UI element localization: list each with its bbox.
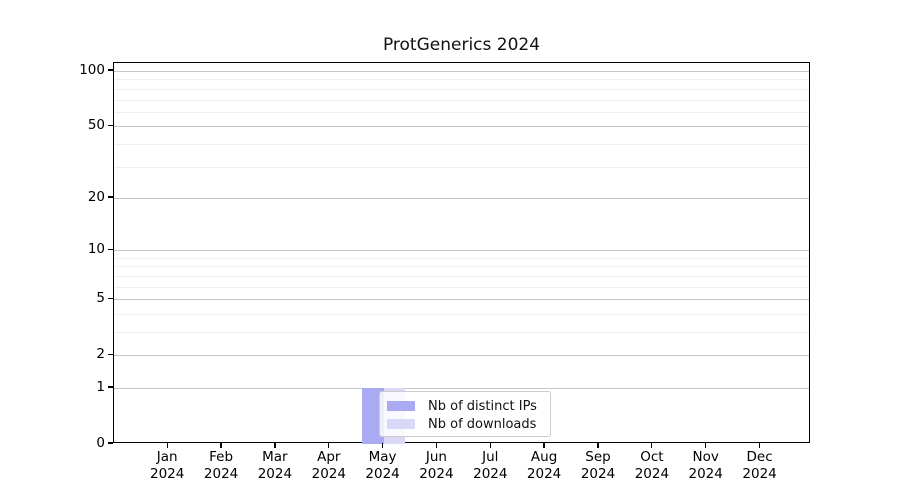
gridline-major (114, 388, 809, 389)
x-tick-year: 2024 (311, 465, 346, 482)
x-tick-month: Dec (746, 449, 773, 465)
legend-item: Nb of downloads (386, 415, 544, 433)
x-tick-month: Jun (425, 449, 447, 465)
legend-label: Nb of downloads (428, 416, 537, 432)
x-tick-month: Apr (317, 449, 341, 465)
x-tick-mark (166, 443, 168, 448)
y-tick-mark (108, 124, 113, 126)
legend: Nb of distinct IPs Nb of downloads (379, 391, 551, 437)
gridline-major (114, 250, 809, 252)
x-tick-month: May (368, 449, 397, 465)
bar-nb-of-distinct-ips (362, 388, 384, 444)
x-tick-year: 2024 (257, 465, 293, 482)
x-tick-label: Aug 2024 (512, 449, 576, 482)
gridline-major (114, 197, 809, 199)
gridline-major (114, 299, 809, 301)
y-tick-label: 10 (87, 241, 105, 258)
y-tick-label: 100 (79, 62, 105, 78)
x-tick-year: 2024 (419, 465, 454, 482)
x-tick-label: May 2024 (351, 449, 415, 482)
gridline-major (114, 71, 809, 72)
x-tick-month: Jan (156, 449, 178, 465)
gridline-minor (114, 88, 809, 90)
x-tick-year: 2024 (742, 465, 777, 482)
x-tick-label: Mar 2024 (243, 449, 307, 482)
x-tick-label: Sep 2024 (566, 449, 630, 482)
x-tick-year: 2024 (688, 465, 723, 482)
y-tick-mark (108, 386, 113, 388)
y-tick-label: 5 (96, 290, 105, 307)
x-tick-month: Feb (209, 449, 234, 465)
x-tick-year: 2024 (365, 465, 400, 482)
x-tick-year: 2024 (634, 465, 670, 482)
gridline-minor (114, 286, 809, 288)
x-tick-label: Jul 2024 (458, 449, 522, 482)
legend-swatch (387, 401, 415, 411)
gridline-minor (114, 313, 809, 315)
x-tick-mark (220, 443, 222, 448)
x-tick-mark (435, 443, 438, 448)
x-tick-label: Apr 2024 (297, 449, 361, 482)
y-tick-label: 0 (96, 435, 105, 451)
x-tick-month: Oct (640, 449, 664, 465)
x-tick-mark (597, 443, 599, 448)
y-tick-mark (108, 297, 113, 299)
gridline-minor (114, 166, 809, 168)
x-tick-mark (758, 443, 761, 448)
x-tick-mark (543, 443, 545, 448)
gridline-minor (114, 99, 809, 101)
plot-area (113, 62, 810, 444)
gridline-minor (114, 143, 809, 145)
y-tick-mark (108, 442, 113, 444)
gridline-minor (114, 111, 809, 113)
gridline-minor (114, 257, 809, 259)
legend-item: Nb of distinct IPs (386, 397, 544, 415)
x-tick-year: 2024 (203, 465, 239, 482)
y-tick-mark (108, 69, 113, 71)
legend-swatch (387, 419, 415, 429)
x-tick-label: Feb 2024 (189, 449, 253, 482)
x-tick-mark (381, 443, 384, 448)
x-tick-year: 2024 (580, 465, 616, 482)
x-tick-month: Jul (482, 449, 499, 465)
gridline-minor (114, 266, 809, 268)
x-tick-month: Sep (585, 449, 611, 465)
gridline-major (114, 355, 809, 357)
x-tick-mark (705, 443, 707, 448)
y-tick-label: 20 (87, 188, 105, 205)
x-tick-label: Nov 2024 (674, 449, 738, 482)
x-tick-label: Jun 2024 (404, 449, 468, 482)
x-tick-year: 2024 (473, 465, 508, 482)
x-tick-mark (328, 443, 330, 448)
chart-title: ProtGenerics 2024 (382, 35, 541, 55)
y-tick-label: 50 (87, 117, 105, 134)
legend-items: Nb of distinct IPs Nb of downloads (386, 397, 544, 433)
x-tick-mark (274, 443, 276, 448)
gridline-minor (114, 332, 809, 333)
gridline-minor (114, 275, 809, 277)
x-tick-year: 2024 (150, 465, 185, 482)
x-tick-year: 2024 (526, 465, 562, 482)
x-tick-month: Aug (530, 449, 558, 465)
x-tick-label: Dec 2024 (728, 449, 792, 482)
y-tick-mark (108, 248, 113, 250)
x-tick-label: Jan 2024 (135, 449, 199, 482)
x-tick-month: Mar (262, 449, 288, 465)
y-tick-label: 1 (96, 379, 105, 395)
y-tick-mark (108, 196, 113, 198)
y-tick-label: 2 (96, 346, 105, 363)
y-tick-mark (108, 353, 113, 355)
x-tick-mark (489, 443, 491, 448)
x-tick-month: Nov (692, 449, 719, 465)
x-tick-label: Oct 2024 (620, 449, 684, 482)
legend-label: Nb of distinct IPs (428, 398, 537, 414)
gridline-major (114, 126, 809, 128)
gridline-minor (114, 79, 809, 81)
x-tick-mark (651, 443, 653, 448)
